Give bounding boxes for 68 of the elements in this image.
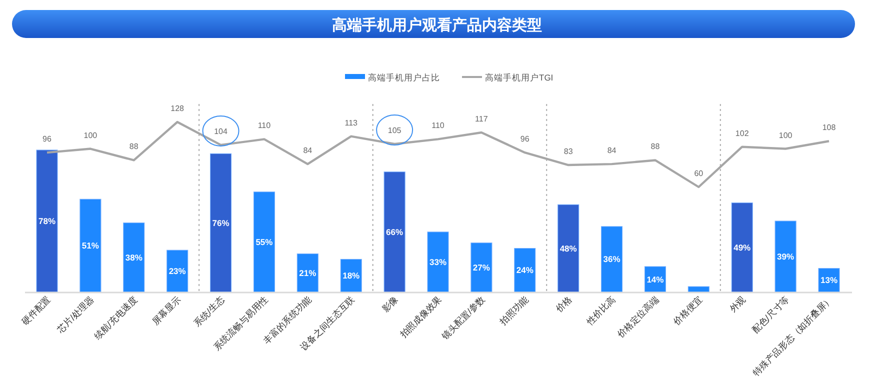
data-label: 38% [125,252,143,262]
data-label: 110 [432,121,445,130]
data-label: 21% [299,268,317,278]
data-label: 117 [475,114,488,124]
x-tick-label: 价格便宜 [670,294,704,328]
bar [558,204,580,292]
x-tick-label: 价格定位高端 [614,294,661,340]
data-label: 83 [564,147,574,156]
data-label: 33% [429,256,447,267]
x-tick-label: 屏幕显示 [150,294,183,327]
data-label: 128 [170,104,185,113]
data-label: 113 [344,118,358,128]
x-tick-label: 配色/尺寸等 [750,294,791,336]
data-label: 84 [607,146,617,156]
data-label: 76% [212,218,230,228]
data-label: 105 [388,126,402,135]
data-label: 18% [342,270,360,281]
data-label: 100 [84,130,98,140]
chart-title: 高端手机用户观看产品内容类型 [332,16,542,34]
x-tick-label: 硬件配置 [20,294,52,327]
bar [731,202,753,292]
bar [514,248,536,292]
data-label: 84 [303,146,313,156]
x-tick-label: 系统/生态 [192,294,226,329]
data-label: 96 [520,134,530,144]
bar [600,226,623,292]
bar [36,150,58,292]
data-label: 13% [820,275,838,286]
data-label: 39% [777,252,794,262]
bar [253,192,276,292]
data-label: 49% [734,242,752,252]
bar [774,220,796,292]
x-tick-label: 影像 [380,294,400,314]
bar [296,253,318,292]
legend-label: 高端手机用户占比 [368,72,440,82]
x-tick-label: 芯片/处理器 [54,294,96,336]
bar [470,242,492,292]
data-label: 14% [646,274,664,284]
data-label: 88 [129,142,139,152]
bar [688,286,710,292]
x-tick-label: 外观 [728,294,748,314]
data-label: 110 [258,121,272,130]
bar [166,250,188,292]
data-label: 78% [38,216,56,226]
data-label: 104 [214,126,228,136]
data-label: 60 [694,169,704,178]
x-tick-label: 性价比高 [584,294,618,328]
data-label: 48% [560,243,578,254]
data-label: 23% [168,266,186,276]
data-label: 108 [822,123,836,132]
x-tick-label: 价格 [553,294,574,315]
data-label: 36% [603,254,621,264]
x-tick-label: 拍照功能 [497,294,530,328]
data-label: 51% [82,240,100,251]
data-label: 100 [778,130,793,140]
data-label: 102 [735,128,750,138]
data-label: 66% [386,226,404,237]
bar [427,232,449,292]
bar [384,172,406,292]
data-label: 24% [516,265,534,276]
data-label: 96 [42,134,52,144]
bar [210,153,232,292]
bar [123,222,145,292]
data-label: 88 [650,142,660,152]
legend-label: 高端手机用户TGI [485,72,554,82]
data-label: 27% [472,262,490,272]
data-label: 55% [256,236,274,247]
bar [80,198,102,292]
